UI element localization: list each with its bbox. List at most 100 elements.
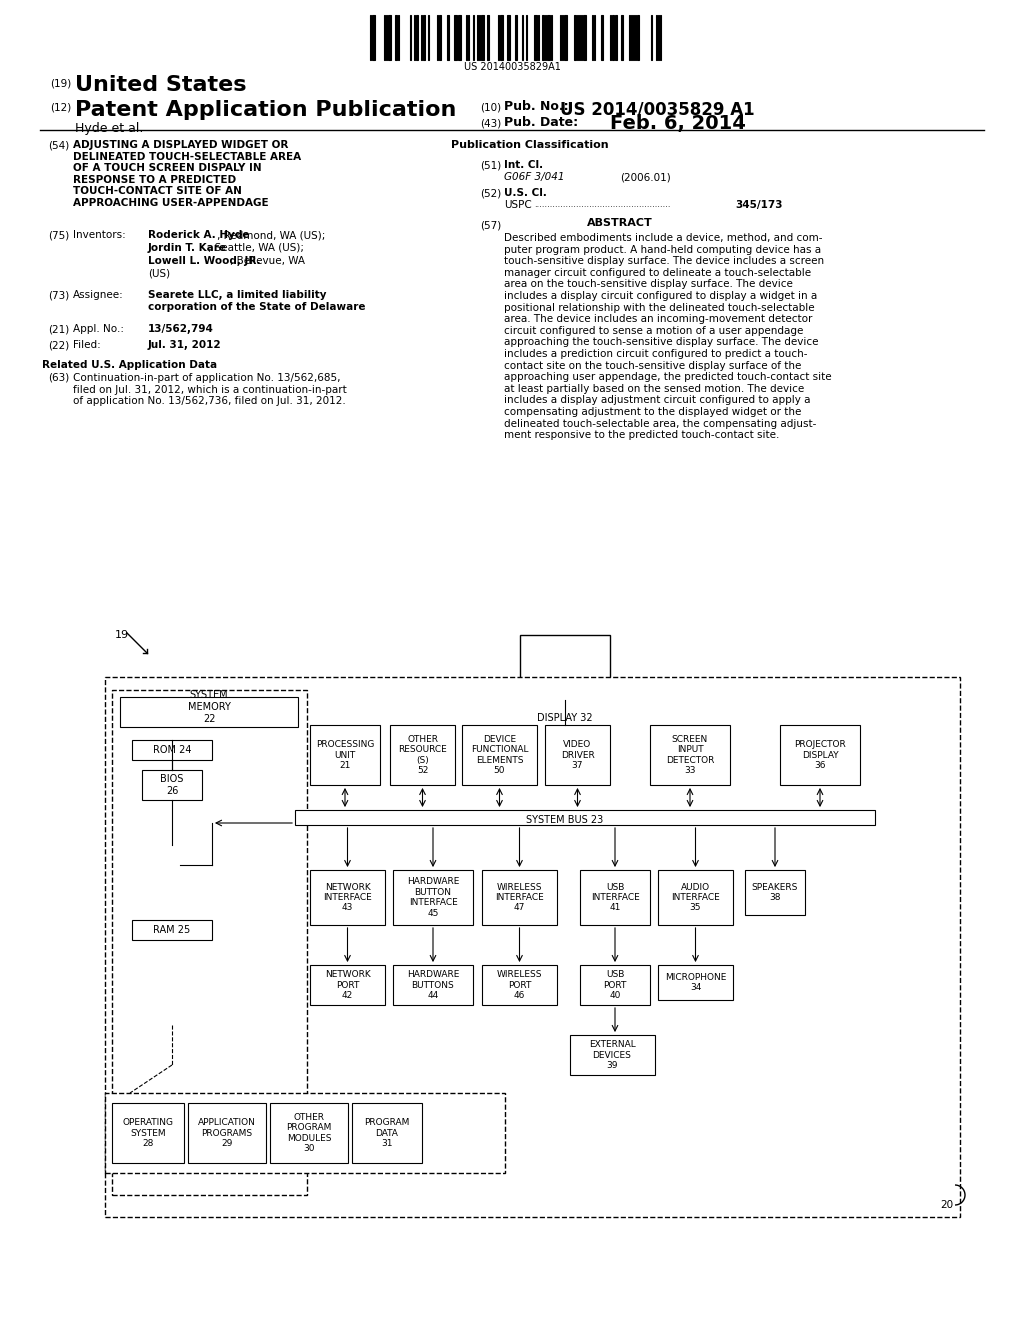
Text: Searete LLC, a limited liability: Searete LLC, a limited liability [148,290,327,300]
FancyBboxPatch shape [515,15,517,59]
Text: , Seattle, WA (US);: , Seattle, WA (US); [208,243,304,253]
FancyBboxPatch shape [500,15,503,59]
FancyBboxPatch shape [612,15,614,59]
Text: OTHER
PROGRAM
MODULES
30: OTHER PROGRAM MODULES 30 [287,1113,332,1154]
Text: (19): (19) [50,78,72,88]
Text: (57): (57) [480,220,502,230]
FancyBboxPatch shape [583,15,586,59]
Text: SYSTEM
MEMORY
22: SYSTEM MEMORY 22 [187,690,230,723]
Text: BIOS
26: BIOS 26 [161,775,183,796]
FancyBboxPatch shape [534,15,537,59]
FancyBboxPatch shape [580,870,650,925]
FancyBboxPatch shape [132,741,212,760]
Text: SCREEN
INPUT
DETECTOR
33: SCREEN INPUT DETECTOR 33 [666,735,714,775]
FancyBboxPatch shape [482,870,557,925]
FancyBboxPatch shape [601,15,603,59]
FancyBboxPatch shape [621,15,623,59]
Text: (10): (10) [480,102,501,112]
FancyBboxPatch shape [112,1104,184,1163]
FancyBboxPatch shape [142,770,202,800]
Text: APPLICATION
PROGRAMS
29: APPLICATION PROGRAMS 29 [198,1118,256,1148]
Text: RAM 25: RAM 25 [154,925,190,935]
FancyBboxPatch shape [780,725,860,785]
FancyBboxPatch shape [545,725,610,785]
Text: PROJECTOR
DISPLAY
36: PROJECTOR DISPLAY 36 [795,741,846,770]
FancyBboxPatch shape [564,15,567,59]
Text: Hyde et al.: Hyde et al. [75,121,143,135]
Text: Jordin T. Kare: Jordin T. Kare [148,243,227,253]
FancyBboxPatch shape [520,635,610,690]
FancyBboxPatch shape [745,870,805,915]
FancyBboxPatch shape [658,965,733,1001]
Text: NETWORK
INTERFACE
43: NETWORK INTERFACE 43 [324,883,372,912]
Text: PROGRAM
DATA
31: PROGRAM DATA 31 [365,1118,410,1148]
Text: DISPLAY 32: DISPLAY 32 [538,713,593,723]
FancyBboxPatch shape [393,965,473,1005]
FancyBboxPatch shape [416,15,418,59]
FancyBboxPatch shape [132,920,212,940]
FancyBboxPatch shape [458,15,461,59]
Text: (52): (52) [480,187,502,198]
Text: Pub. Date:: Pub. Date: [504,116,579,129]
Text: (63): (63) [48,374,70,383]
Text: ADJUSTING A DISPLAYED WIDGET OR
DELINEATED TOUCH-SELECTABLE AREA
OF A TOUCH SCRE: ADJUSTING A DISPLAYED WIDGET OR DELINEAT… [73,140,301,209]
FancyBboxPatch shape [547,15,550,59]
Text: OPERATING
SYSTEM
28: OPERATING SYSTEM 28 [123,1118,173,1148]
Text: Roderick A. Hyde: Roderick A. Hyde [148,230,250,240]
FancyBboxPatch shape [188,1104,266,1163]
FancyBboxPatch shape [423,15,425,59]
FancyBboxPatch shape [650,725,730,785]
Text: WIRELESS
INTERFACE
47: WIRELESS INTERFACE 47 [496,883,544,912]
FancyBboxPatch shape [388,15,391,59]
FancyBboxPatch shape [542,15,544,59]
FancyBboxPatch shape [454,15,457,59]
Text: Pub. No.:: Pub. No.: [504,100,568,114]
FancyBboxPatch shape [570,1035,655,1074]
FancyBboxPatch shape [270,1104,348,1163]
Text: , Redmond, WA (US);: , Redmond, WA (US); [217,230,326,240]
FancyBboxPatch shape [574,15,575,59]
FancyBboxPatch shape [310,725,380,785]
Text: U.S. Cl.: U.S. Cl. [504,187,547,198]
FancyBboxPatch shape [447,15,449,59]
Text: HARDWARE
BUTTON
INTERFACE
45: HARDWARE BUTTON INTERFACE 45 [407,878,459,917]
FancyBboxPatch shape [482,965,557,1005]
Text: OTHER
RESOURCE
(S)
52: OTHER RESOURCE (S) 52 [398,735,446,775]
Text: Described embodiments include a device, method, and com-
puter program product. : Described embodiments include a device, … [504,234,831,440]
Text: AUDIO
INTERFACE
35: AUDIO INTERFACE 35 [671,883,720,912]
Text: Assignee:: Assignee: [73,290,124,300]
Text: (43): (43) [480,117,502,128]
Text: SYSTEM BUS 23: SYSTEM BUS 23 [526,814,603,825]
Text: Feb. 6, 2014: Feb. 6, 2014 [610,114,745,133]
Text: Filed:: Filed: [73,341,100,350]
FancyBboxPatch shape [507,15,510,59]
Text: (75): (75) [48,230,70,240]
FancyBboxPatch shape [555,690,575,700]
Text: PROCESSING
UNIT
21: PROCESSING UNIT 21 [315,741,374,770]
FancyBboxPatch shape [462,725,537,785]
Text: G06F 3/041: G06F 3/041 [504,172,564,182]
FancyBboxPatch shape [393,870,473,925]
Text: (2006.01): (2006.01) [620,172,671,182]
Text: 20: 20 [940,1200,953,1210]
Text: US 2014/0035829 A1: US 2014/0035829 A1 [560,100,755,117]
FancyBboxPatch shape [487,15,489,59]
Text: (US): (US) [148,269,170,279]
Text: corporation of the State of Delaware: corporation of the State of Delaware [148,302,366,312]
Text: (51): (51) [480,160,502,170]
Text: Patent Application Publication: Patent Application Publication [75,100,457,120]
FancyBboxPatch shape [615,15,617,59]
Text: , Bellevue, WA: , Bellevue, WA [229,256,305,267]
FancyBboxPatch shape [372,15,375,59]
Text: (21): (21) [48,323,70,334]
FancyBboxPatch shape [112,690,307,1195]
Text: Inventors:: Inventors: [73,230,126,240]
FancyBboxPatch shape [395,15,397,59]
Text: Appl. No.:: Appl. No.: [73,323,127,334]
Text: Related U.S. Application Data: Related U.S. Application Data [42,360,217,370]
Text: USPC: USPC [504,201,531,210]
FancyBboxPatch shape [105,677,961,1217]
FancyBboxPatch shape [120,697,298,727]
Text: (54): (54) [48,140,70,150]
Text: ABSTRACT: ABSTRACT [587,218,653,228]
